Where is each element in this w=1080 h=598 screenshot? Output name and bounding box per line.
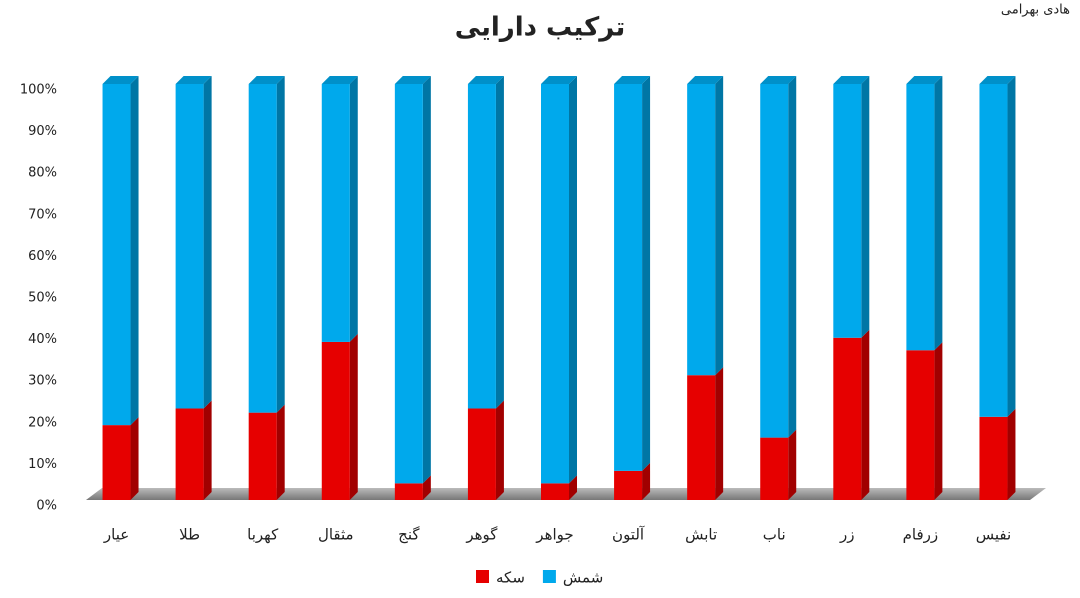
bar — [906, 350, 935, 500]
bar — [979, 84, 1008, 417]
bar — [321, 84, 350, 342]
y-tick-label: 0% — [36, 499, 57, 514]
bar — [833, 84, 862, 338]
legend-label: شمش — [563, 569, 603, 587]
bar-side — [495, 400, 504, 500]
bar — [175, 408, 204, 500]
x-tick-label: نفیس — [976, 526, 1011, 544]
y-tick-label: 40% — [28, 332, 57, 347]
bar — [833, 337, 862, 500]
legend-label: سکه — [496, 569, 525, 587]
x-tick-label: تابش — [685, 526, 717, 544]
bar-side — [276, 76, 285, 413]
bar-top — [760, 76, 797, 84]
bar — [467, 84, 496, 409]
bar-side — [861, 329, 870, 500]
bar-top — [102, 76, 139, 84]
y-tick-label: 50% — [28, 291, 57, 306]
x-tick-label: آلتون — [612, 526, 645, 544]
bar-side — [203, 400, 212, 500]
bar-side — [934, 76, 943, 351]
bar-side — [130, 76, 139, 426]
legend-swatch — [542, 570, 556, 583]
bar-side — [715, 367, 724, 500]
x-tick-label: گنج — [398, 526, 420, 544]
y-tick-label: 70% — [28, 207, 57, 222]
bar-top — [321, 76, 358, 84]
bar — [614, 470, 643, 500]
x-tick-label: طلا — [179, 526, 200, 544]
x-tick-label: مثقال — [318, 526, 354, 544]
bar-top — [833, 76, 870, 84]
bar — [394, 84, 423, 484]
bar-top — [248, 76, 285, 84]
bar-top — [906, 76, 943, 84]
bar — [687, 84, 716, 376]
y-tick-label: 90% — [28, 124, 57, 139]
bar — [760, 437, 789, 500]
bar-side — [788, 429, 797, 500]
bar-side — [934, 342, 943, 500]
bar-side — [422, 76, 431, 484]
bar — [614, 84, 643, 471]
bar-top — [687, 76, 724, 84]
bar-side — [276, 404, 285, 500]
x-tick-label: زر — [839, 526, 855, 544]
y-tick-label: 20% — [28, 415, 57, 430]
bar — [102, 84, 131, 426]
author: هادی بهرامی — [1001, 3, 1070, 18]
y-tick-label: 10% — [28, 457, 57, 472]
bar-top — [467, 76, 504, 84]
bar-top — [175, 76, 212, 84]
bar — [321, 341, 350, 500]
bar — [541, 483, 569, 500]
x-tick-label: زرفام — [903, 526, 939, 544]
x-tick-label: گوهر — [465, 526, 498, 544]
bar — [248, 84, 277, 413]
bar-top — [979, 76, 1016, 84]
y-tick-label: 80% — [28, 166, 57, 181]
bar-side — [203, 76, 212, 409]
bar — [467, 408, 496, 500]
bar — [102, 425, 131, 500]
bar-side — [1007, 76, 1016, 417]
bar — [394, 483, 423, 500]
bar — [687, 375, 716, 500]
bar-side — [495, 76, 504, 409]
bar-side — [349, 333, 358, 500]
bar — [906, 84, 935, 351]
bar-top — [541, 76, 577, 84]
bar — [175, 84, 204, 409]
bar-side — [642, 76, 651, 471]
bar — [248, 412, 277, 500]
bar — [760, 84, 789, 438]
bar-side — [1007, 408, 1016, 500]
bar-side — [569, 475, 577, 500]
x-tick-label: جواهر — [535, 526, 573, 544]
bar-side — [788, 76, 797, 438]
bar-side — [349, 76, 358, 342]
bar-side — [130, 417, 139, 500]
bar-side — [861, 76, 870, 338]
x-tick-label: کهربا — [247, 526, 279, 544]
x-tick-label: عیار — [103, 526, 129, 544]
bar-side — [569, 76, 577, 484]
bar-top — [614, 76, 651, 84]
bar-side — [715, 76, 724, 376]
y-tick-label: 100% — [20, 83, 57, 98]
y-tick-label: 30% — [28, 374, 57, 389]
x-tick-label: ناب — [763, 526, 786, 544]
bar-side — [642, 462, 651, 500]
bar-side — [422, 475, 431, 500]
bar — [541, 84, 569, 484]
bar-top — [394, 76, 431, 84]
y-tick-label: 60% — [28, 249, 57, 264]
chart-title: ترکیب دارایی — [455, 13, 625, 43]
bar — [979, 416, 1008, 500]
legend-swatch — [476, 570, 489, 583]
